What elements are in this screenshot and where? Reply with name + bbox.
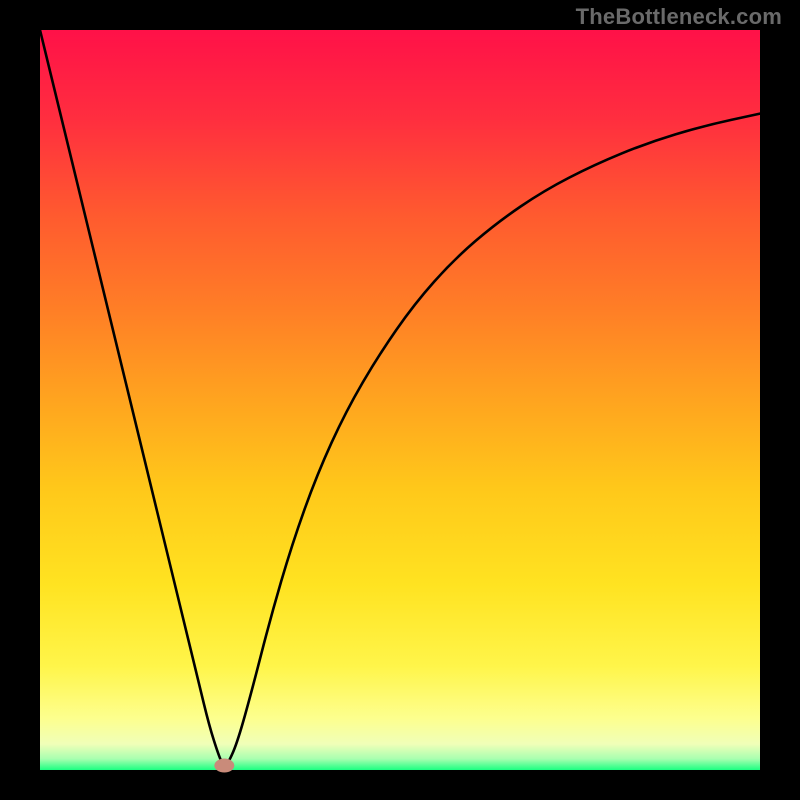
watermark-text: TheBottleneck.com (576, 4, 782, 30)
bottleneck-chart (0, 0, 800, 800)
optimal-point-marker (214, 759, 234, 773)
chart-stage: TheBottleneck.com (0, 0, 800, 800)
